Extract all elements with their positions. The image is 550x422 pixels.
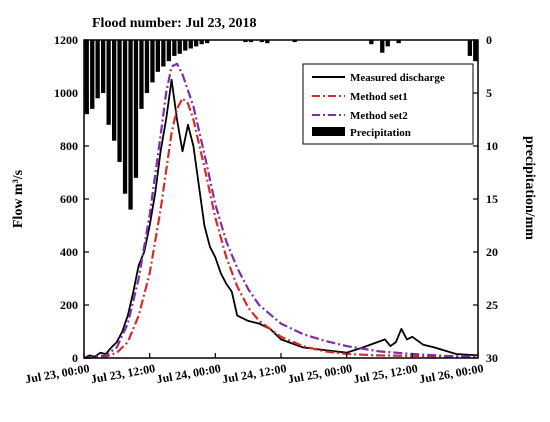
x-tick-label: Jul 24, 00:00 xyxy=(155,361,221,386)
series-lines xyxy=(83,62,479,360)
precipitation-bar xyxy=(172,40,177,56)
precipitation-bar xyxy=(380,40,385,53)
x-tick-label: Jul 25, 12:00 xyxy=(352,361,418,386)
precipitation-bar xyxy=(106,40,111,125)
precipitation-bar xyxy=(199,40,204,45)
y2-tick-label: 10 xyxy=(486,139,498,153)
legend-swatch-precipitation xyxy=(312,127,345,136)
precipitation-bar xyxy=(385,40,390,47)
precipitation-bar xyxy=(84,40,89,115)
precipitation-bar xyxy=(292,40,297,43)
precipitation-bar xyxy=(473,40,478,62)
precipitation-bar xyxy=(259,40,264,43)
left-y-axis: 0 200 400 600 800 1000 1200 xyxy=(54,33,89,365)
legend-label-method-set1: Method set1 xyxy=(350,91,408,103)
precipitation-bar xyxy=(139,40,144,109)
y-tick-label: 1200 xyxy=(54,33,78,47)
precipitation-bar xyxy=(95,40,100,99)
precipitation-bar xyxy=(133,40,139,178)
right-y-axis: 0 5 10 15 20 25 30 xyxy=(473,33,498,365)
precipitation-bar xyxy=(188,40,193,49)
x-tick-label: Jul 26, 00:00 xyxy=(418,361,484,386)
precipitation-bar xyxy=(155,40,160,72)
precipitation-bar xyxy=(205,40,210,44)
series-line-method-set1 xyxy=(83,97,479,360)
legend-label-measured: Measured discharge xyxy=(350,72,445,84)
precipitation-bar xyxy=(117,40,122,162)
x-tick-label: Jul 24, 12:00 xyxy=(221,361,287,386)
y2-tick-label: 25 xyxy=(486,298,498,312)
precipitation-bars xyxy=(84,40,478,210)
precipitation-bar xyxy=(265,40,270,44)
precipitation-bar xyxy=(183,40,188,51)
y2-tick-label: 30 xyxy=(486,351,498,365)
y2-tick-label: 0 xyxy=(486,33,492,47)
x-tick-label: Jul 23, 12:00 xyxy=(90,361,156,386)
chart-title: Flood number: Jul 23, 2018 xyxy=(92,16,257,31)
y-tick-label: 0 xyxy=(72,351,78,365)
precipitation-bar xyxy=(369,40,374,45)
precipitation-bar xyxy=(122,40,128,194)
precipitation-bar xyxy=(101,40,106,93)
precipitation-bar xyxy=(194,40,199,47)
precipitation-bar xyxy=(112,40,117,141)
series-line-method-set2 xyxy=(83,62,479,360)
legend-label-precipitation: Precipitation xyxy=(350,127,411,139)
precipitation-bar xyxy=(161,40,166,67)
y-axis-title: Flow m³/s xyxy=(11,169,26,228)
precipitation-bar xyxy=(90,40,95,109)
y2-tick-label: 20 xyxy=(486,245,498,259)
y-tick-label: 400 xyxy=(60,245,78,259)
x-tick-label: Jul 23, 00:00 xyxy=(24,361,90,386)
y-tick-label: 200 xyxy=(60,298,78,312)
precipitation-bar xyxy=(243,40,248,43)
y2-tick-label: 5 xyxy=(486,86,492,100)
y-tick-label: 1000 xyxy=(54,86,78,100)
precipitation-bar xyxy=(144,40,150,93)
legend: Measured discharge Method set1 Method se… xyxy=(302,63,474,145)
precipitation-bar xyxy=(396,40,401,44)
y2-axis-title: precipitation/mm xyxy=(522,136,537,240)
precipitation-bar xyxy=(166,40,171,62)
precipitation-bar xyxy=(467,40,472,56)
precipitation-bar xyxy=(177,40,182,54)
y2-tick-label: 15 xyxy=(486,192,498,206)
precipitation-bar xyxy=(248,40,254,43)
series-line-measured-discharge xyxy=(83,78,479,359)
y-tick-label: 600 xyxy=(60,192,78,206)
y-tick-label: 800 xyxy=(60,139,78,153)
precipitation-bar xyxy=(128,40,133,210)
legend-label-method-set2: Method set2 xyxy=(350,110,408,122)
precipitation-bar xyxy=(150,40,155,83)
x-tick-label: Jul 25, 00:00 xyxy=(287,361,353,386)
